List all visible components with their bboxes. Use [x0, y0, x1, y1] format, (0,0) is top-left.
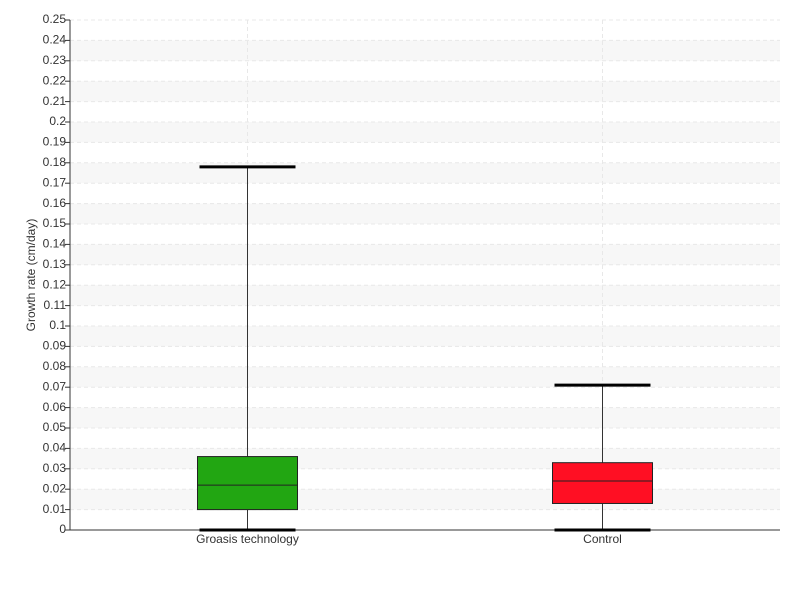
- y-tick-label: 0.14: [43, 237, 67, 251]
- y-tick-label: 0.11: [44, 298, 67, 312]
- grid-band: [70, 407, 780, 428]
- grid-band: [70, 203, 780, 224]
- y-tick-label: 0.23: [43, 53, 67, 67]
- y-tick-label: 0.06: [43, 400, 67, 414]
- y-tick-label: 0.04: [43, 441, 67, 455]
- y-tick-label: 0.09: [43, 339, 67, 353]
- grid-band: [70, 40, 780, 61]
- y-tick-label: 0.08: [43, 359, 67, 373]
- grid-band: [70, 285, 780, 306]
- y-tick-label: 0.16: [43, 196, 67, 210]
- y-tick-label: 0.24: [43, 33, 67, 47]
- y-tick-label: 0.15: [43, 216, 67, 230]
- y-tick-label: 0.18: [43, 155, 67, 169]
- y-tick-label: 0.02: [43, 481, 67, 495]
- box: [197, 456, 298, 511]
- y-tick-label: 0.2: [49, 114, 66, 128]
- y-tick-label: 0.19: [43, 135, 67, 149]
- grid-band: [70, 122, 780, 143]
- x-tick-label: Groasis technology: [196, 532, 299, 546]
- y-tick-label: 0.05: [43, 420, 67, 434]
- y-axis-label: Growth rate (cm/day): [24, 219, 38, 332]
- y-tick-label: 0.1: [49, 318, 66, 332]
- y-tick-label: 0.22: [43, 73, 67, 87]
- grid-band: [70, 326, 780, 347]
- box: [552, 462, 653, 504]
- y-tick-label: 0.01: [43, 502, 67, 516]
- y-tick-label: 0.12: [43, 277, 67, 291]
- y-tick-label: 0.07: [43, 379, 67, 393]
- x-tick-label: Control: [583, 532, 622, 546]
- grid-band: [70, 366, 780, 388]
- grid-band: [70, 244, 780, 265]
- y-tick-label: 0.03: [43, 461, 67, 475]
- y-tick-label: 0.17: [43, 175, 67, 189]
- y-tick-label: 0.21: [43, 94, 67, 108]
- grid-band: [70, 489, 780, 510]
- y-tick-label: 0.13: [43, 257, 67, 271]
- grid-band: [70, 81, 780, 102]
- grid-band: [70, 448, 780, 469]
- grid-band: [70, 162, 780, 184]
- y-tick-label: 0: [59, 522, 66, 536]
- y-tick-label: 0.25: [43, 12, 67, 26]
